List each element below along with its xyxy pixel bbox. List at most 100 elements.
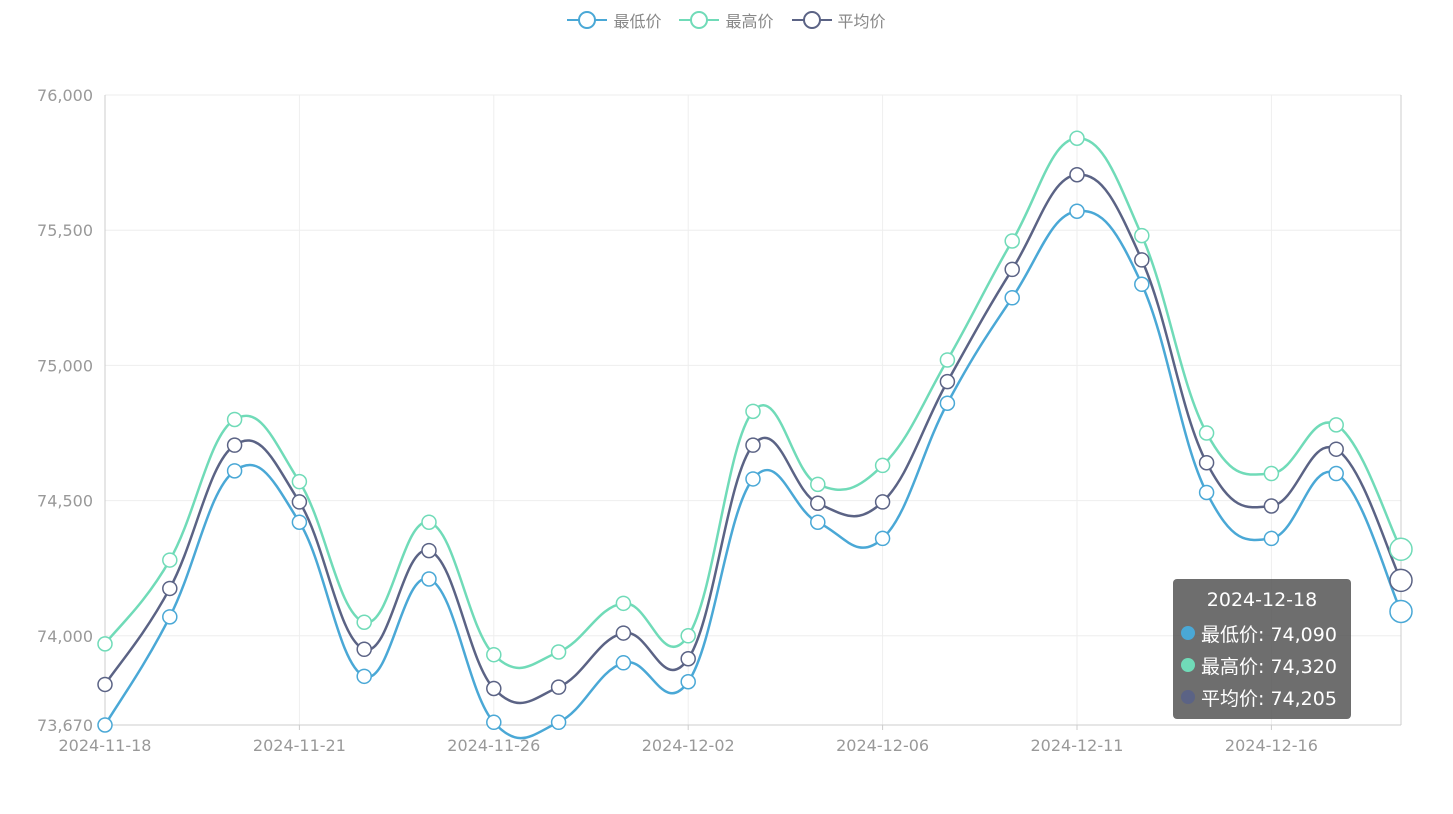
- data-point-avg: [291, 494, 308, 510]
- chart-legend: 最低价 最高价 平均价: [0, 8, 1453, 32]
- x-tick-label: 2024-12-02: [642, 736, 735, 755]
- data-point-low: [1004, 290, 1020, 306]
- data-point-low: [97, 717, 113, 733]
- data-point-high: [615, 595, 632, 612]
- data-point-low: [1134, 276, 1150, 293]
- tooltip-row-low: 最低价: 74,090: [1181, 617, 1343, 649]
- data-point-high: [745, 403, 761, 420]
- data-point-low: [874, 530, 891, 547]
- data-point-high: [810, 476, 826, 493]
- data-point-low: [1069, 203, 1085, 220]
- data-point-high: [1263, 465, 1280, 482]
- data-point-low: [291, 514, 308, 530]
- series-line-low: [103, 209, 1403, 740]
- tooltip-title: 2024-12-18: [1206, 589, 1318, 611]
- data-point-avg: [1328, 441, 1344, 457]
- data-point-high: [97, 636, 113, 652]
- tooltip-avg-text: 平均价: 74,205: [1201, 687, 1337, 710]
- data-point-low: [1263, 530, 1280, 547]
- data-point-avg: [874, 494, 891, 510]
- data-point-avg: [1263, 498, 1280, 514]
- data-point-low: [615, 655, 632, 671]
- data-point-avg: [1069, 167, 1085, 183]
- data-point-high: [1328, 417, 1344, 433]
- x-tick-label: 2024-12-11: [1031, 736, 1124, 755]
- tooltip: 2024-12-18 最低价: 74,090 最高价: 74,320 平均价: …: [1173, 579, 1351, 719]
- data-point-avg: [97, 676, 113, 693]
- tooltip-low-dot: [1181, 626, 1195, 640]
- data-point-low: [421, 571, 437, 587]
- legend-avg-icon: [791, 11, 832, 29]
- data-point-low: [1328, 465, 1344, 482]
- x-tick-label: 2024-12-06: [836, 736, 929, 755]
- data-point-high: [1004, 233, 1020, 249]
- x-tick-label: 2024-11-18: [59, 736, 152, 755]
- data-point-low: [1198, 484, 1215, 501]
- data-point-high: [939, 352, 956, 368]
- y-tick-label: 75,500: [37, 221, 93, 240]
- data-point-avg: [1004, 261, 1020, 278]
- tooltip-avg-dot: [1181, 690, 1195, 704]
- data-point-low: [356, 668, 372, 685]
- data-point-avg: [226, 437, 243, 453]
- data-point-low: [226, 463, 243, 479]
- data-point-avg: [486, 680, 502, 697]
- data-point-avg: [550, 679, 567, 695]
- data-point-high: [1134, 227, 1150, 244]
- y-tick-label: 76,000: [37, 86, 93, 105]
- legend-label-low: 最低价: [613, 12, 662, 31]
- data-point-low: [680, 673, 696, 690]
- data-point-high: [874, 457, 891, 474]
- data-point-low: [550, 714, 567, 731]
- y-tick-label: 73,670: [37, 716, 93, 735]
- data-point-avg: [421, 542, 437, 559]
- data-point-high: [1198, 425, 1215, 441]
- tooltip-high-dot: [1181, 658, 1195, 672]
- data-point-low: [162, 609, 178, 625]
- x-tick-label: 2024-11-21: [253, 736, 346, 755]
- data-point-high: [421, 514, 437, 530]
- legend-item-low[interactable]: 最低价: [567, 8, 661, 32]
- y-tick-label: 74,500: [37, 492, 93, 511]
- tooltip-row-high: 最高价: 74,320: [1181, 649, 1343, 681]
- data-point-avg: [356, 641, 372, 658]
- data-point-high: [162, 552, 178, 568]
- data-point-low: [745, 471, 761, 487]
- legend-item-avg[interactable]: 平均价: [791, 8, 886, 32]
- data-point-high: [1069, 130, 1085, 147]
- data-point-high: [486, 646, 502, 663]
- tooltip-row-avg: 平均价: 74,205: [1181, 681, 1343, 713]
- data-point-avg: [939, 373, 956, 390]
- series-line-high: [104, 137, 1403, 670]
- data-point-avg: [1134, 252, 1150, 268]
- data-point-low: [810, 514, 826, 530]
- tooltip-high-text: 最高价: 74,320: [1201, 655, 1337, 678]
- data-point-high: [356, 614, 372, 631]
- y-tick-label: 75,000: [37, 356, 93, 375]
- legend-label-high: 最高价: [725, 12, 774, 31]
- y-tick-label: 74,000: [37, 627, 93, 646]
- data-point-high: [1389, 537, 1413, 561]
- legend-low-icon: [567, 11, 608, 29]
- data-point-avg: [745, 437, 761, 453]
- data-point-avg: [615, 625, 632, 641]
- legend-high-icon: [679, 11, 720, 29]
- data-point-avg: [1389, 568, 1413, 593]
- data-point-high: [226, 411, 243, 428]
- data-point-high: [680, 628, 696, 644]
- legend-item-high[interactable]: 最高价: [679, 8, 774, 32]
- legend-label-avg: 平均价: [837, 12, 886, 31]
- data-point-avg: [680, 651, 696, 667]
- data-point-low: [486, 714, 502, 731]
- data-point-low: [1389, 599, 1413, 624]
- x-tick-label: 2024-12-16: [1225, 736, 1318, 755]
- tooltip-low-text: 最低价: 74,090: [1201, 623, 1337, 646]
- data-point-high: [291, 473, 308, 490]
- x-tick-label: 2024-11-26: [447, 736, 540, 755]
- data-point-avg: [1198, 454, 1215, 471]
- data-point-avg: [162, 580, 178, 597]
- data-point-low: [939, 395, 956, 411]
- data-point-avg: [810, 495, 826, 512]
- data-point-high: [550, 644, 567, 660]
